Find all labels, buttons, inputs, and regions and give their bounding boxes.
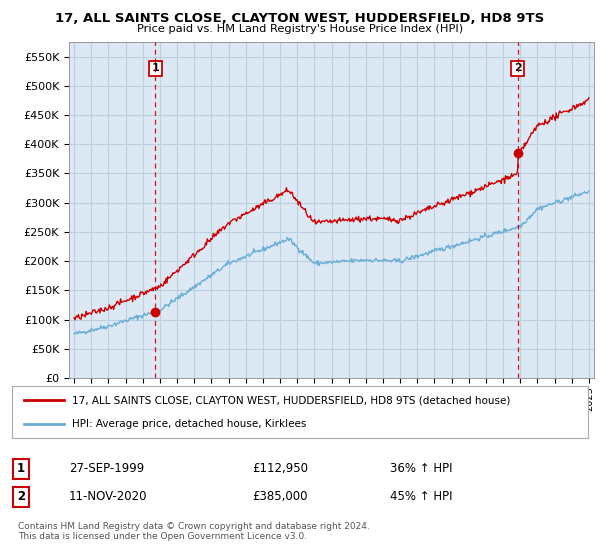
Text: £112,950: £112,950: [252, 462, 308, 475]
Text: 36% ↑ HPI: 36% ↑ HPI: [390, 462, 452, 475]
Text: 17, ALL SAINTS CLOSE, CLAYTON WEST, HUDDERSFIELD, HD8 9TS: 17, ALL SAINTS CLOSE, CLAYTON WEST, HUDD…: [55, 12, 545, 25]
Text: 2: 2: [514, 63, 521, 73]
Text: 17, ALL SAINTS CLOSE, CLAYTON WEST, HUDDERSFIELD, HD8 9TS (detached house): 17, ALL SAINTS CLOSE, CLAYTON WEST, HUDD…: [73, 395, 511, 405]
Text: £385,000: £385,000: [252, 490, 308, 503]
Text: HPI: Average price, detached house, Kirklees: HPI: Average price, detached house, Kirk…: [73, 419, 307, 429]
Text: 27-SEP-1999: 27-SEP-1999: [69, 462, 144, 475]
Text: Price paid vs. HM Land Registry's House Price Index (HPI): Price paid vs. HM Land Registry's House …: [137, 24, 463, 34]
Text: Contains HM Land Registry data © Crown copyright and database right 2024.
This d: Contains HM Land Registry data © Crown c…: [18, 522, 370, 542]
Text: 1: 1: [152, 63, 160, 73]
Text: 2: 2: [17, 490, 25, 503]
Text: 1: 1: [17, 462, 25, 475]
Text: 45% ↑ HPI: 45% ↑ HPI: [390, 490, 452, 503]
Text: 11-NOV-2020: 11-NOV-2020: [69, 490, 148, 503]
